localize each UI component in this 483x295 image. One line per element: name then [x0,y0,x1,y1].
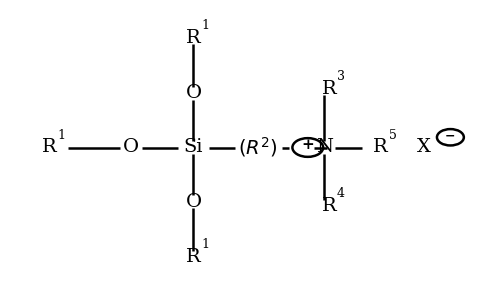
Text: R: R [186,248,201,266]
Text: X: X [417,138,431,157]
Text: R: R [373,138,388,157]
Text: R: R [42,138,57,157]
Text: 1: 1 [201,238,210,251]
Text: R: R [322,197,336,215]
Text: Si: Si [184,138,203,157]
Text: 1: 1 [201,19,210,32]
Text: 5: 5 [389,129,397,142]
Text: −: − [445,130,455,142]
Text: $(R^2)$: $(R^2)$ [239,135,278,160]
Text: 4: 4 [337,187,345,200]
Text: O: O [185,84,201,102]
Text: +: + [301,138,314,152]
Text: N: N [315,138,333,157]
Text: R: R [322,80,336,98]
Text: 1: 1 [57,129,65,142]
Text: 3: 3 [337,70,345,83]
Text: O: O [185,193,201,211]
Text: R: R [186,29,201,47]
Text: O: O [123,138,139,157]
